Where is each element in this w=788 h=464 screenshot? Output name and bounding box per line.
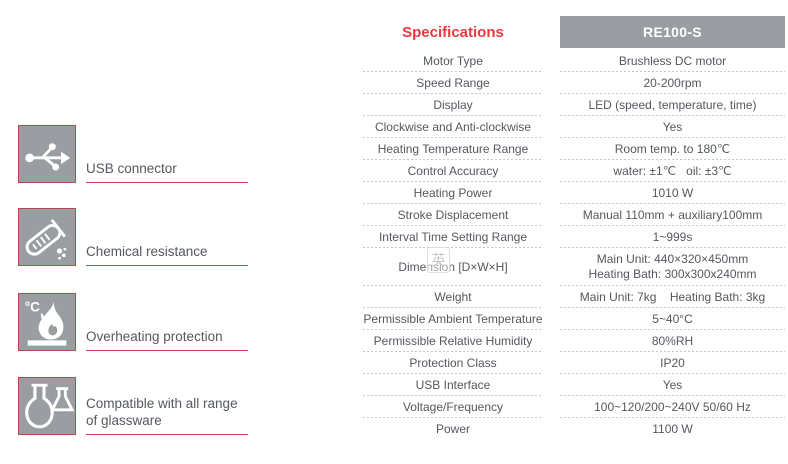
spec-value: Yes bbox=[560, 116, 785, 138]
spec-value: Room temp. to 180℃ bbox=[560, 138, 785, 160]
spec-value: IP20 bbox=[560, 352, 785, 374]
spec-row: Clockwise and Anti-clockwise Yes bbox=[363, 116, 785, 138]
feature-label: Overheating protection bbox=[86, 329, 223, 344]
overheat-flame-icon: °C bbox=[18, 293, 76, 351]
spec-value: LED (speed, temperature, time) bbox=[560, 94, 785, 116]
spec-value: 100~120/200~240V 50/60 Hz bbox=[560, 396, 785, 418]
spec-label: Protection Class bbox=[363, 352, 543, 374]
spec-value: Yes bbox=[560, 374, 785, 396]
spec-table-header: Specifications RE100-S bbox=[363, 16, 785, 48]
feature-label: Compatible with all range of glassware bbox=[86, 396, 238, 428]
usb-icon bbox=[18, 125, 76, 183]
spec-row: Voltage/Frequency 100~120/200~240V 50/60… bbox=[363, 396, 785, 418]
spec-row: Heating Power 1010 W bbox=[363, 182, 785, 204]
spec-value: 5~40°C bbox=[560, 308, 785, 330]
spec-row: Display LED (speed, temperature, time) bbox=[363, 94, 785, 116]
spec-label: Control Accuracy bbox=[363, 160, 543, 182]
spec-value: Main Unit: 7kg Heating Bath: 3kg bbox=[560, 286, 785, 308]
feature-underline: Overheating protection bbox=[86, 293, 248, 351]
svg-text:°C: °C bbox=[25, 299, 40, 314]
spec-label: Dimension [D×W×H] bbox=[363, 248, 543, 286]
spec-label: Permissible Ambient Temperature bbox=[363, 308, 543, 330]
spec-label: Stroke Displacement bbox=[363, 204, 543, 226]
spec-row: Motor Type Brushless DC motor bbox=[363, 50, 785, 72]
spec-row: Power 1100 W bbox=[363, 418, 785, 440]
feature-chemical-resistance: Chemical resistance bbox=[18, 208, 248, 266]
spec-label: USB Interface bbox=[363, 374, 543, 396]
spec-row: Interval Time Setting Range 1~999s bbox=[363, 226, 785, 248]
spec-value: 80%RH bbox=[560, 330, 785, 352]
spec-row: Dimension [D×W×H] Main Unit: 440×320×450… bbox=[363, 248, 785, 286]
spec-label: Speed Range bbox=[363, 72, 543, 94]
spec-label: Power bbox=[435, 421, 470, 436]
spec-table: Specifications RE100-S Motor Type Brushl… bbox=[363, 16, 785, 440]
spec-row: Permissible Relative Humidity 80%RH bbox=[363, 330, 785, 352]
feature-label: Chemical resistance bbox=[86, 244, 208, 259]
spec-value: water: ±1℃ oil: ±3℃ bbox=[560, 160, 785, 182]
spec-row: USB Interface Yes bbox=[363, 374, 785, 396]
spec-table-title: Specifications bbox=[402, 23, 504, 41]
model-badge: RE100-S bbox=[560, 16, 785, 48]
feature-label: USB connector bbox=[86, 161, 177, 176]
spec-row: Protection Class IP20 bbox=[363, 352, 785, 374]
spec-value: 1~999s bbox=[560, 226, 785, 248]
feature-underline: USB connector bbox=[86, 125, 248, 183]
spec-row: Speed Range 20-200rpm bbox=[363, 72, 785, 94]
feature-usb-connector: USB connector bbox=[18, 125, 248, 183]
spec-label: Motor Type bbox=[363, 50, 543, 72]
spec-label: Permissible Relative Humidity bbox=[363, 330, 543, 352]
spec-value: 20-200rpm bbox=[560, 72, 785, 94]
spec-row: Stroke Displacement Manual 110mm + auxil… bbox=[363, 204, 785, 226]
spec-value: 1100 W bbox=[652, 421, 693, 436]
spec-label: Clockwise and Anti-clockwise bbox=[363, 116, 543, 138]
spec-row: Permissible Ambient Temperature 5~40°C bbox=[363, 308, 785, 330]
feature-underline: Chemical resistance bbox=[86, 208, 248, 266]
spec-label: Heating Power bbox=[363, 182, 543, 204]
spec-value: Brushless DC motor bbox=[560, 50, 785, 72]
feature-overheating-protection: °C Overheating protection bbox=[18, 293, 248, 351]
spec-label: Weight bbox=[363, 286, 543, 308]
spec-value: Manual 110mm + auxiliary100mm bbox=[560, 204, 785, 226]
test-tube-icon bbox=[18, 208, 76, 266]
feature-underline: Compatible with all range of glassware bbox=[86, 377, 248, 435]
spec-row: Weight Main Unit: 7kg Heating Bath: 3kg bbox=[363, 286, 785, 308]
spec-label: Heating Temperature Range bbox=[363, 138, 543, 160]
spec-label: Display bbox=[363, 94, 543, 116]
spec-label: Voltage/Frequency bbox=[363, 396, 543, 418]
spec-value: Main Unit: 440×320×450mm Heating Bath: 3… bbox=[560, 248, 785, 286]
spec-row: Heating Temperature Range Room temp. to … bbox=[363, 138, 785, 160]
glassware-flasks-icon bbox=[18, 377, 76, 435]
feature-glassware-compatibility: Compatible with all range of glassware bbox=[18, 377, 248, 435]
spec-label: Interval Time Setting Range bbox=[363, 226, 543, 248]
spec-row: Control Accuracy water: ±1℃ oil: ±3℃ bbox=[363, 160, 785, 182]
spec-value: 1010 W bbox=[560, 182, 785, 204]
